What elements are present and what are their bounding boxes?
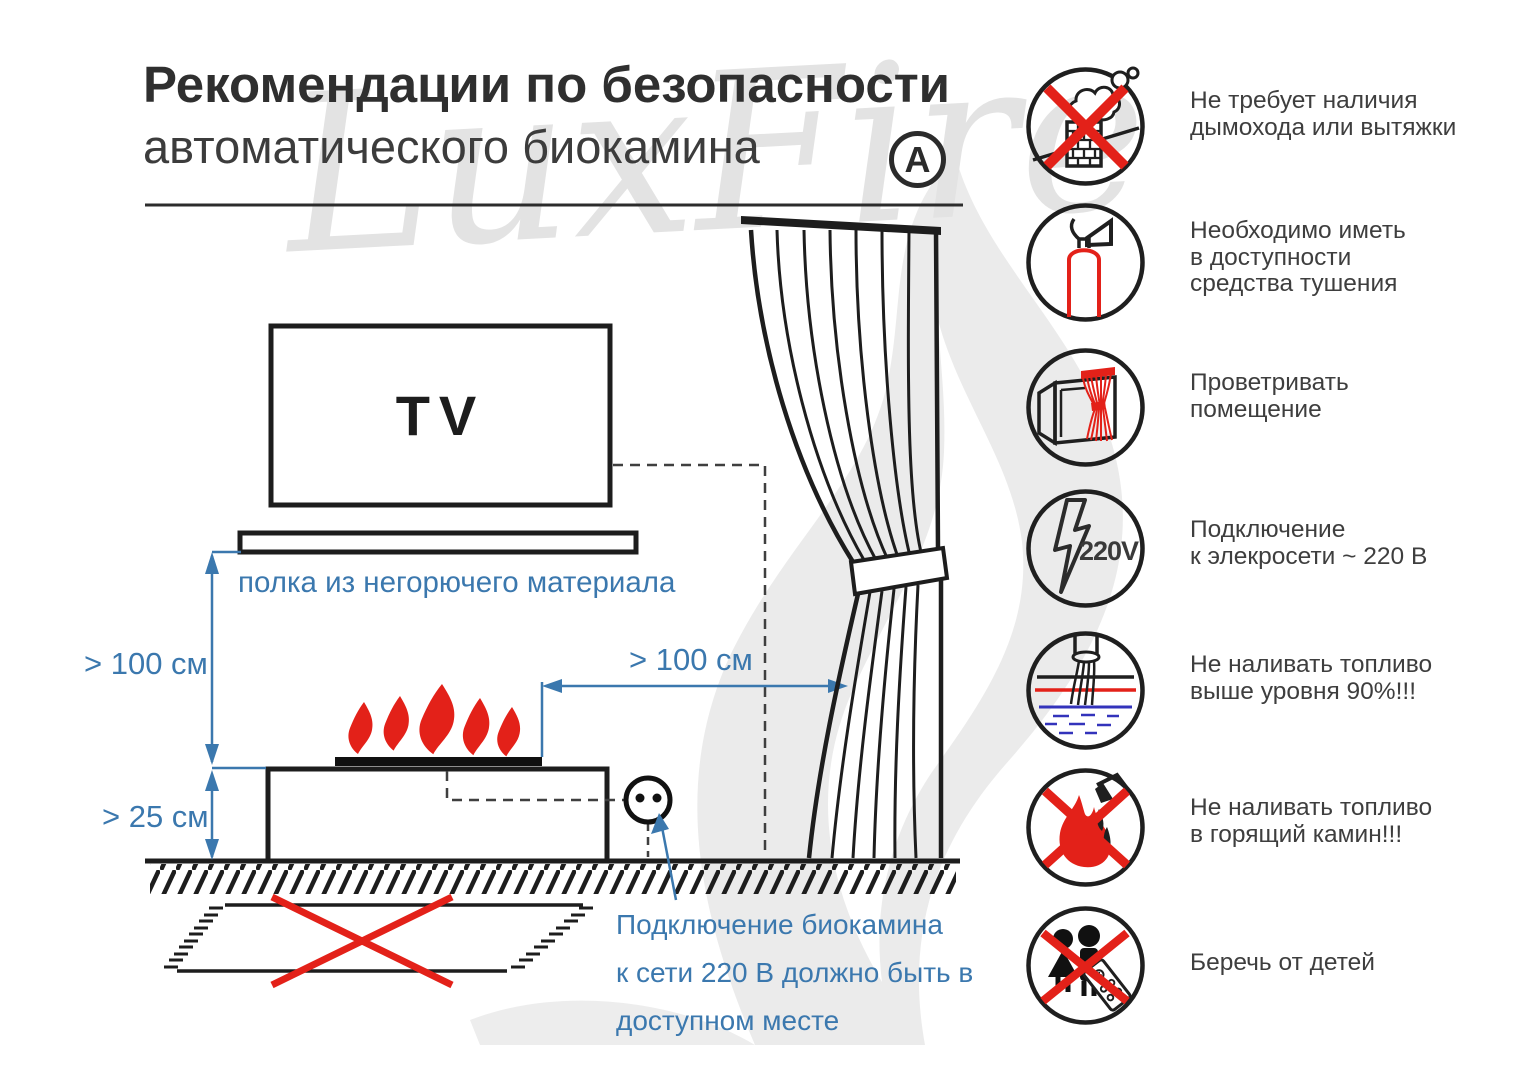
ventilate-window-icon [1026, 348, 1145, 467]
page-subtitle: автоматического биокамина [143, 120, 760, 173]
dimension-distance-to-curtain: > 100 см [629, 642, 753, 677]
power-220v-icon: 220V [1026, 489, 1145, 608]
shelf-material-label: полка из негорючего материала [238, 566, 676, 599]
safety-item-text: Не наливать топливо выше уровня 90%!!! [1190, 651, 1433, 705]
dimension-height-to-shelf: > 100 см [84, 646, 208, 681]
fireplace-base-outline [265, 766, 610, 864]
curtain [741, 216, 950, 859]
red-cross [1040, 929, 1130, 1005]
power-outlet [623, 775, 673, 825]
page-title: Рекомендации по безопасности [143, 56, 951, 113]
no-carpet-zone [164, 893, 593, 989]
carpet-fringe-right [511, 906, 593, 969]
safety-item-text: Не требует наличия дымохода или вытяжки [1190, 87, 1457, 141]
safety-item-text: Необходимо иметь в доступности средства … [1190, 217, 1406, 297]
outlet-pin-right [652, 793, 662, 803]
red-cross [270, 893, 454, 989]
no-refuel-burning-icon [1026, 768, 1145, 887]
circled-a-badge: A [889, 131, 946, 188]
keep-away-children-icon [1026, 906, 1145, 1025]
dimension-arrowheads [205, 552, 848, 860]
red-cross [1041, 787, 1131, 869]
floor-hatching [150, 864, 956, 894]
voltage-badge: 220V [1079, 536, 1139, 566]
outlet-pin-left [635, 793, 645, 803]
dimension-base-height: > 25 см [102, 799, 209, 834]
shelf-outline [237, 530, 639, 555]
wiring-dashed-line [445, 771, 624, 802]
tv-outline [268, 323, 613, 508]
safety-item-text: Беречь от детей [1190, 949, 1375, 976]
dimension-lines [210, 550, 828, 901]
fuel-level-90-icon [1026, 631, 1145, 750]
fireplace-flames [348, 684, 521, 757]
curtain-tie-band [848, 545, 950, 597]
tv-guide-dashed-line [613, 463, 767, 857]
red-cross [1043, 84, 1129, 170]
burner-bar [335, 757, 542, 766]
safety-item-text: Проветривать помещение [1190, 369, 1349, 423]
no-chimney-icon [1026, 66, 1145, 186]
outlet-accessibility-note: Подключение биокамина к сети 220 В должн… [616, 909, 974, 1036]
safety-item-text: Не наливать топливо в горящий камин!!! [1190, 794, 1433, 848]
safety-item-text: Подключение к элекросети ~ 220 В [1190, 516, 1428, 570]
tv-label: TV [395, 384, 486, 447]
fire-extinguisher-icon [1026, 203, 1145, 322]
carpet-fringe-left [164, 906, 223, 969]
